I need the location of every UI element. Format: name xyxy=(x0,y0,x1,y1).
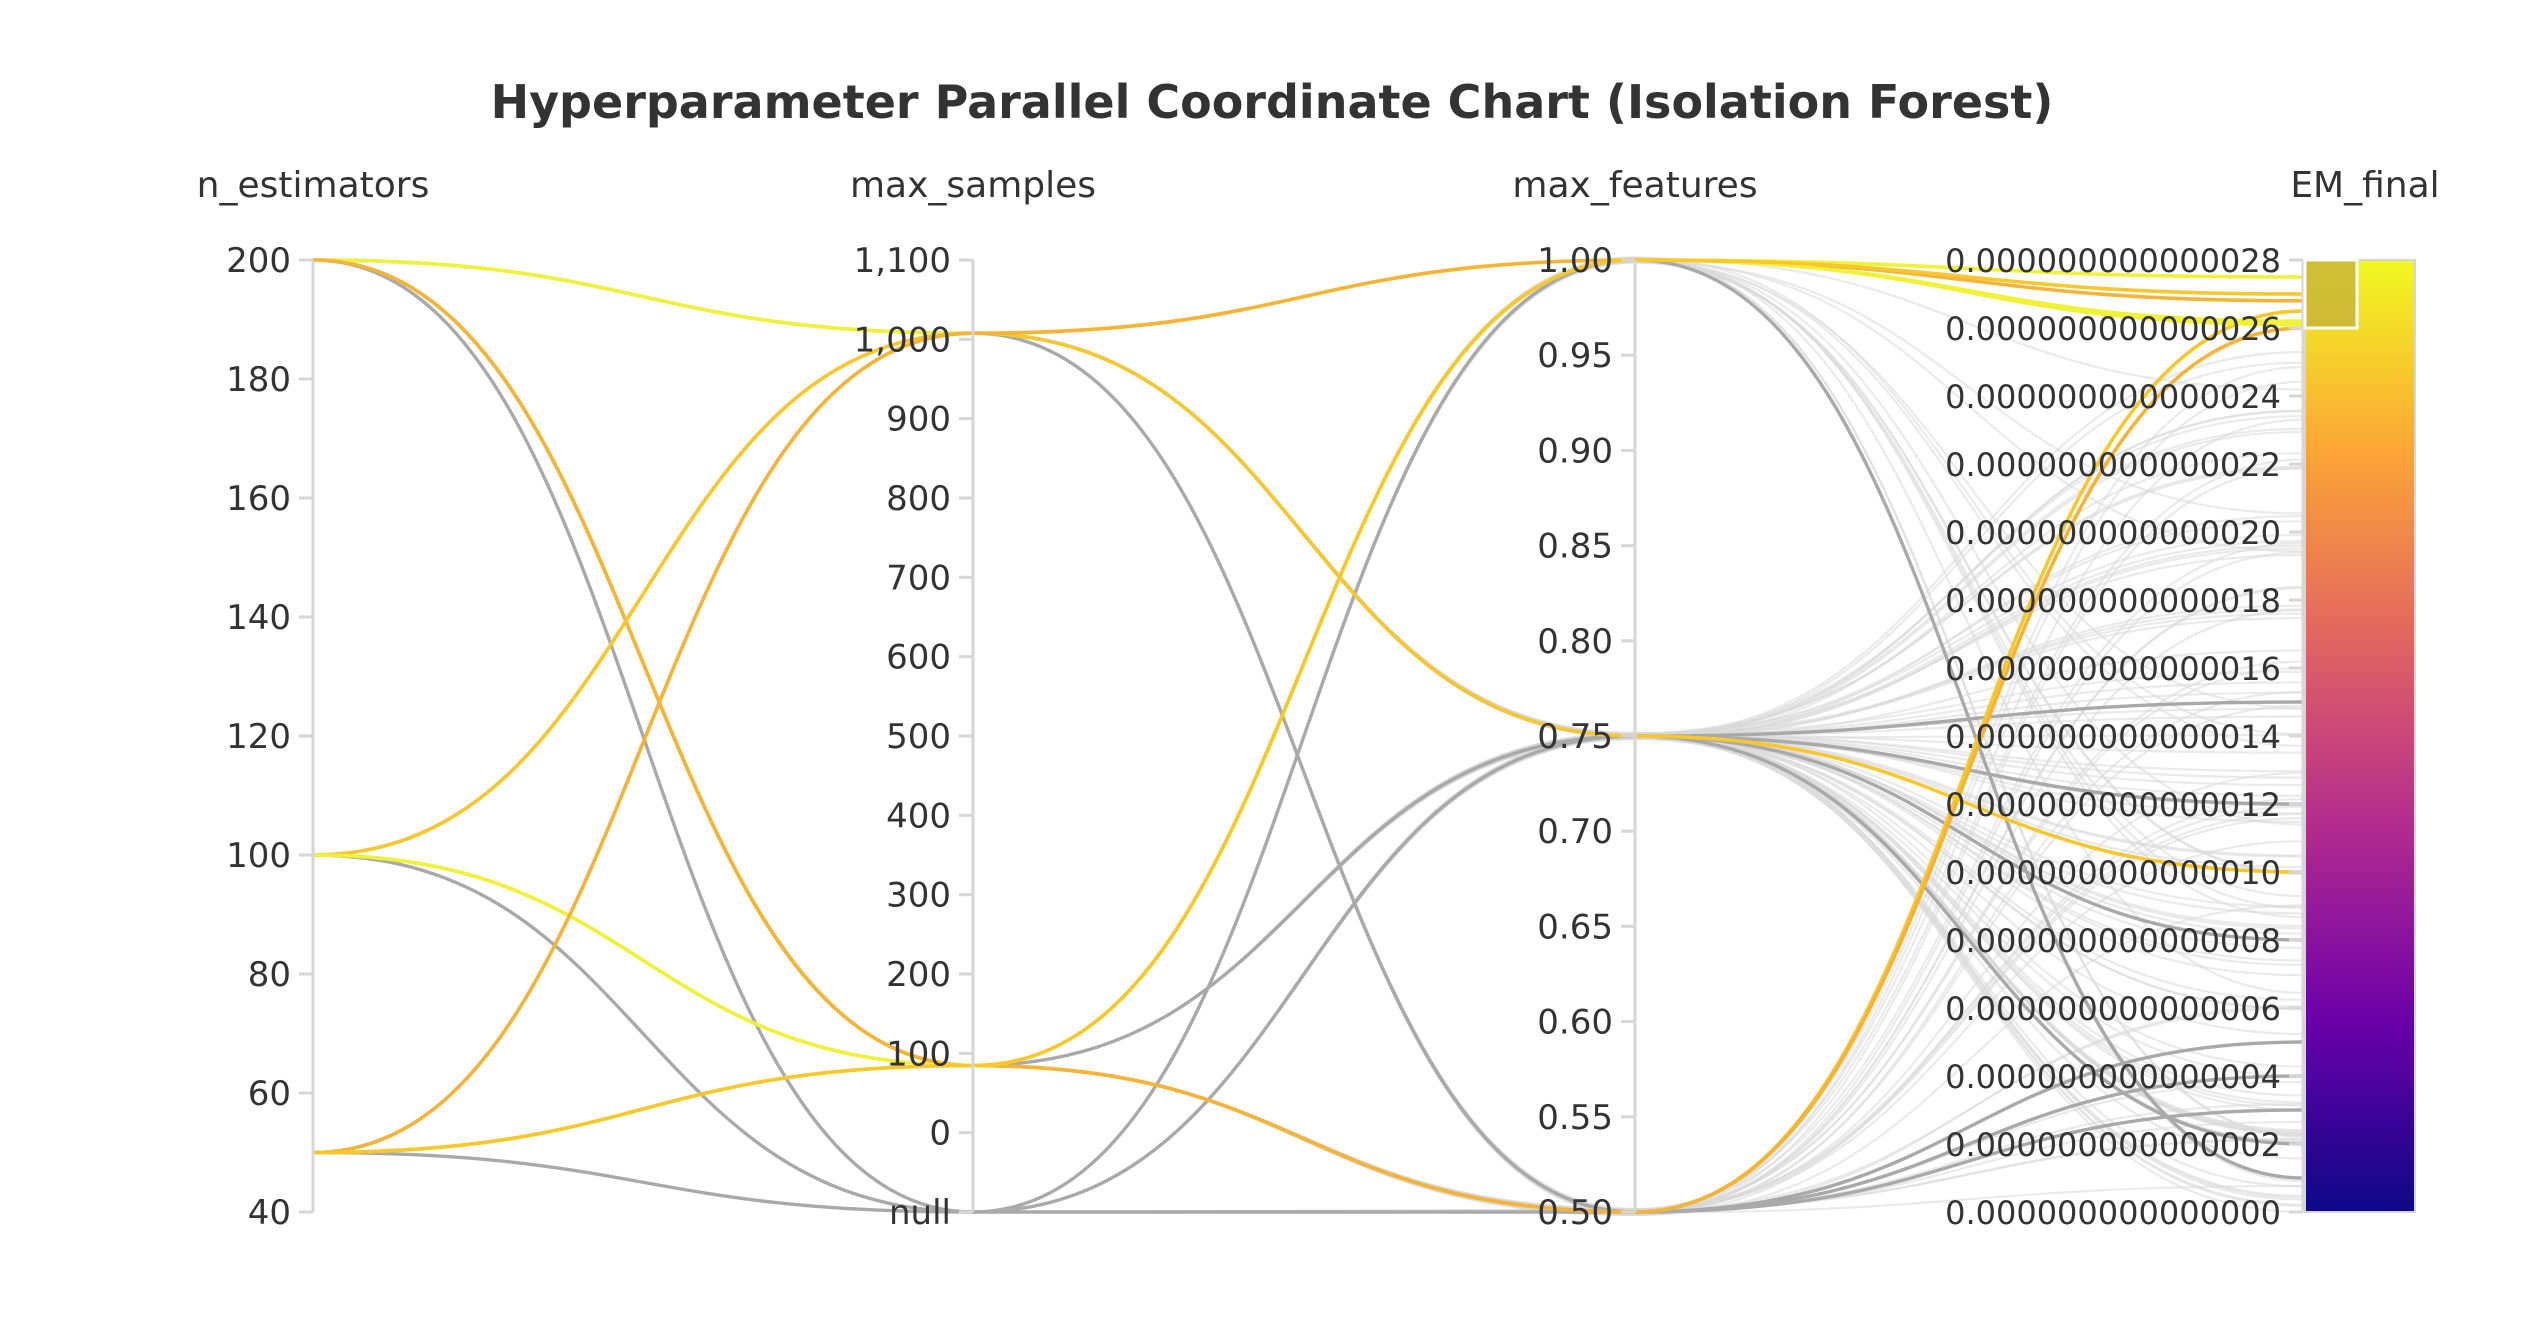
tick-label: 0.50 xyxy=(1537,1193,1613,1233)
tick-label: 180 xyxy=(226,360,291,400)
tick-label: 0.000000000000018 xyxy=(1945,582,2281,620)
tick-label: 0.95 xyxy=(1537,336,1613,376)
tick-label: 0.000000000000012 xyxy=(1945,786,2281,824)
tick-label: 0.60 xyxy=(1537,1003,1613,1043)
tick-label: 700 xyxy=(886,558,951,598)
selection-brush[interactable] xyxy=(2303,258,2359,330)
highlighted-data-line[interactable] xyxy=(312,258,2304,1155)
tick-label: 900 xyxy=(886,400,951,440)
tick-label: 0.000000000000014 xyxy=(1945,718,2281,756)
tick-label: 200 xyxy=(886,955,951,995)
tick-label: 0.000000000000004 xyxy=(1945,1058,2281,1096)
tick-label: 0.90 xyxy=(1537,431,1613,471)
data-line[interactable] xyxy=(312,734,2304,1214)
tick-label: 0.000000000000026 xyxy=(1945,310,2281,348)
tick-label: 0.65 xyxy=(1537,907,1613,947)
tick-label: 0.000000000000002 xyxy=(1945,1126,2281,1164)
tick-label: 1.00 xyxy=(1537,241,1613,281)
tick-label: 140 xyxy=(226,598,291,638)
tick-label: 300 xyxy=(886,876,951,916)
tick-label: 60 xyxy=(248,1074,291,1114)
axis-EM_final[interactable]: EM_final 0.000000000000000 0.0000000000000… xyxy=(1945,165,2440,1232)
colorbar-group xyxy=(2303,258,2416,1213)
axis-title: EM_final xyxy=(2290,165,2439,206)
tick-label: 40 xyxy=(248,1193,291,1233)
tick-label: 1,100 xyxy=(854,241,951,281)
highlighted-lines-group xyxy=(312,258,2304,1214)
tick-label: 0.000000000000024 xyxy=(1945,378,2281,416)
tick-label: 160 xyxy=(226,479,291,519)
tick-label: 600 xyxy=(886,638,951,678)
tick-label: 200 xyxy=(226,241,291,281)
tick-label: 100 xyxy=(886,1034,951,1074)
tick-label: 0.80 xyxy=(1537,622,1613,662)
axis-n_estimators[interactable]: n_estimators 40 60 80 100 120 140 160 180 200 xyxy=(197,165,430,1233)
tick-label: null xyxy=(889,1193,951,1233)
tick-label: 0 xyxy=(929,1114,951,1154)
axes-group[interactable]: n_estimators406080100120140160180200max_… xyxy=(197,165,2440,1233)
tick-label: 800 xyxy=(886,479,951,519)
tick-label: 100 xyxy=(226,836,291,876)
data-line[interactable] xyxy=(312,1074,2304,1214)
tick-label: 0.000000000000010 xyxy=(1945,854,2281,892)
axis-title: max_samples xyxy=(850,165,1096,206)
tick-label: 0.85 xyxy=(1537,527,1613,567)
tick-label: 0.000000000000022 xyxy=(1945,446,2281,484)
chart-title: Hyperparameter Parallel Coordinate Chart… xyxy=(491,75,2054,129)
tick-label: 0.70 xyxy=(1537,812,1613,852)
tick-label: 0.000000000000000 xyxy=(1945,1194,2281,1232)
tick-label: 0.55 xyxy=(1537,1098,1613,1138)
tick-label: 0.75 xyxy=(1537,717,1613,757)
tick-label: 0.000000000000008 xyxy=(1945,922,2281,960)
axis-title: n_estimators xyxy=(197,165,430,206)
highlighted-data-line[interactable] xyxy=(312,258,2304,1155)
colorbar xyxy=(2304,259,2416,1213)
highlighted-data-line[interactable] xyxy=(312,331,2304,874)
tick-label: 0.000000000000028 xyxy=(1945,242,2281,280)
tick-label: 0.000000000000020 xyxy=(1945,514,2281,552)
tick-label: 80 xyxy=(248,955,291,995)
tick-label: 1,000 xyxy=(854,320,951,360)
tick-label: 400 xyxy=(886,796,951,836)
tick-label: 120 xyxy=(226,717,291,757)
axis-title: max_features xyxy=(1512,165,1757,206)
tick-label: 0.000000000000006 xyxy=(1945,990,2281,1028)
tick-label: 500 xyxy=(886,717,951,757)
tick-label: 0.000000000000016 xyxy=(1945,650,2281,688)
axis-max_features[interactable]: max_features 0.50 0.55 0.60 0.65 0.70 0.75 0.80… xyxy=(1512,165,1757,1233)
highlighted-data-line[interactable] xyxy=(312,258,2304,1214)
